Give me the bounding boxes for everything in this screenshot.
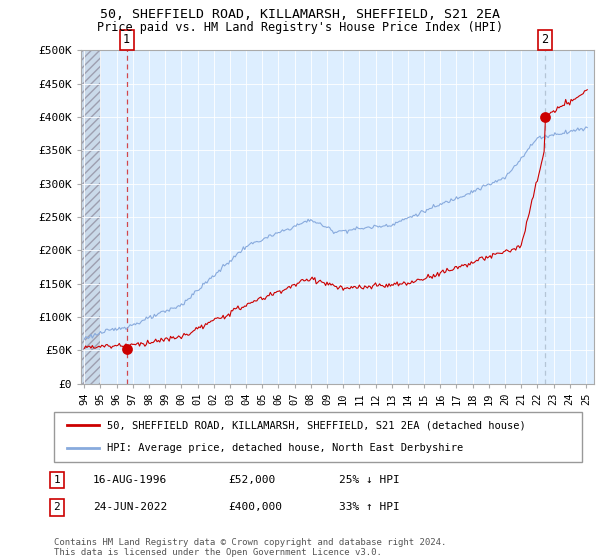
Text: Contains HM Land Registry data © Crown copyright and database right 2024.
This d: Contains HM Land Registry data © Crown c… — [54, 538, 446, 557]
Text: HPI: Average price, detached house, North East Derbyshire: HPI: Average price, detached house, Nort… — [107, 444, 463, 454]
Text: 33% ↑ HPI: 33% ↑ HPI — [339, 502, 400, 512]
Text: 2: 2 — [53, 502, 61, 512]
Text: 16-AUG-1996: 16-AUG-1996 — [93, 475, 167, 485]
Point — [122, 344, 131, 353]
Point — [540, 113, 550, 122]
Text: £400,000: £400,000 — [228, 502, 282, 512]
Text: £52,000: £52,000 — [228, 475, 275, 485]
Text: 50, SHEFFIELD ROAD, KILLAMARSH, SHEFFIELD, S21 2EA: 50, SHEFFIELD ROAD, KILLAMARSH, SHEFFIEL… — [100, 8, 500, 21]
Bar — [81, 50, 100, 384]
Text: 25% ↓ HPI: 25% ↓ HPI — [339, 475, 400, 485]
Text: 1: 1 — [53, 475, 61, 485]
Text: Price paid vs. HM Land Registry's House Price Index (HPI): Price paid vs. HM Land Registry's House … — [97, 21, 503, 34]
Text: 1: 1 — [123, 33, 130, 46]
Text: 24-JUN-2022: 24-JUN-2022 — [93, 502, 167, 512]
Text: 50, SHEFFIELD ROAD, KILLAMARSH, SHEFFIELD, S21 2EA (detached house): 50, SHEFFIELD ROAD, KILLAMARSH, SHEFFIEL… — [107, 420, 526, 430]
Text: 2: 2 — [541, 33, 548, 46]
